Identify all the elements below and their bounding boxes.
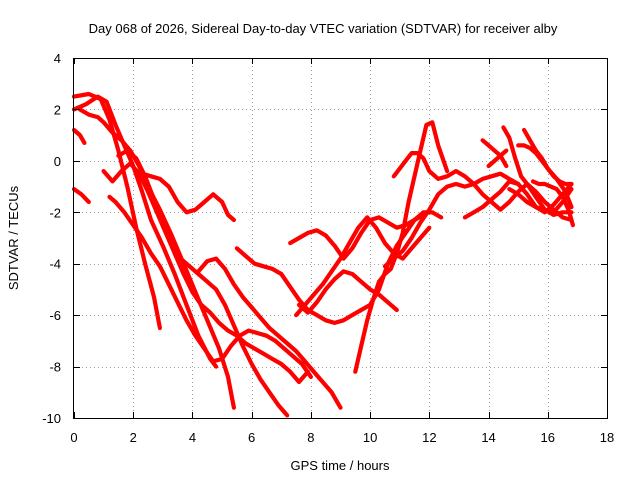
series-pass-19 <box>480 138 509 169</box>
series-pass-22 <box>507 187 574 217</box>
series-pass-12 <box>288 212 426 261</box>
y-tick-label: 4 <box>54 51 61 66</box>
y-tick-label: -4 <box>49 257 61 272</box>
series-pass-21 <box>486 148 509 169</box>
x-axis-label: GPS time / hours <box>291 458 390 473</box>
series-pass-13 <box>294 215 432 318</box>
x-tick-label: 10 <box>363 430 377 445</box>
x-tick-labels: 0 2 4 6 8 10 12 14 16 18 <box>70 430 614 445</box>
y-tick-label: -10 <box>42 411 61 426</box>
x-tick-label: 2 <box>130 430 137 445</box>
series-pass-24 <box>530 179 576 228</box>
series-pass-4 <box>71 94 219 369</box>
series-pass-16 <box>382 171 521 269</box>
series-pass-14 <box>296 269 399 315</box>
chart-title: Day 068 of 2026, Sidereal Day-to-day VTE… <box>89 21 558 36</box>
x-tick-label: 8 <box>307 430 314 445</box>
x-tick-label: 18 <box>600 430 614 445</box>
grid <box>74 58 607 418</box>
series-pass-9 <box>140 171 236 223</box>
series-pass-6 <box>116 148 290 418</box>
series-group <box>71 91 576 418</box>
series-pass-17 <box>391 151 574 215</box>
y-axis-label: SDTVAR / TECUs <box>6 185 21 290</box>
y-tick-label: -8 <box>49 360 61 375</box>
series-pass-10 <box>196 256 343 410</box>
y-tick-label: -6 <box>49 308 61 323</box>
series-pass-7 <box>107 194 313 379</box>
axis-ticks <box>74 58 608 419</box>
y-tick-labels: -10 -8 -6 -4 -2 0 2 4 <box>42 51 61 426</box>
series-pass-11 <box>234 210 444 325</box>
series-pass-2 <box>71 187 91 205</box>
x-tick-label: 4 <box>189 430 196 445</box>
x-tick-label: 6 <box>248 430 255 445</box>
x-tick-label: 16 <box>541 430 555 445</box>
series-pass-8 <box>101 161 310 385</box>
plot-frame <box>73 58 608 419</box>
series-pass-18 <box>462 179 574 220</box>
x-tick-label: 12 <box>422 430 436 445</box>
x-tick-label: 0 <box>70 430 77 445</box>
x-tick-label: 14 <box>481 430 495 445</box>
y-tick-label: -2 <box>49 205 61 220</box>
y-tick-label: 2 <box>54 102 61 117</box>
y-tick-label: 0 <box>54 154 61 169</box>
series-pass-25 <box>516 143 574 187</box>
series-pass-1 <box>71 127 87 145</box>
series-pass-15 <box>353 120 450 374</box>
